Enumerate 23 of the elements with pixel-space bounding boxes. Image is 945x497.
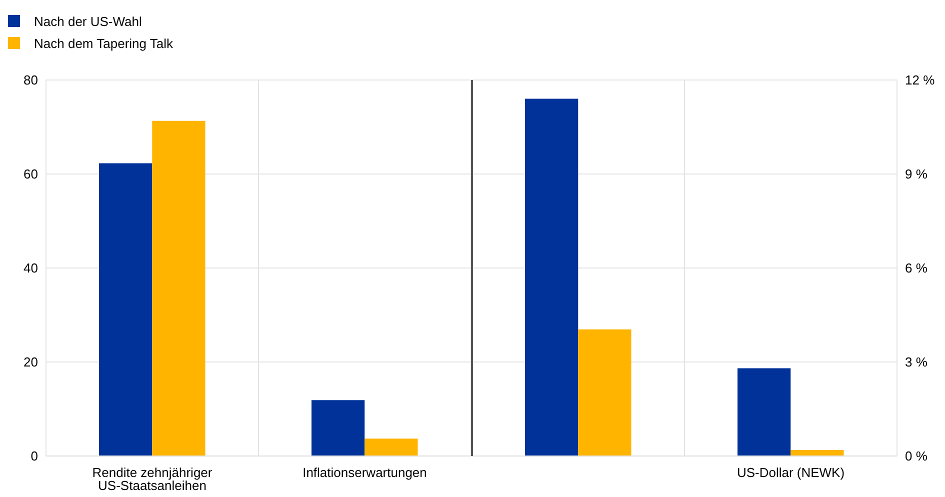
y-tick-label: 60	[24, 166, 38, 182]
y-tick-label: 40	[24, 260, 38, 276]
bar	[578, 329, 632, 456]
x-tick-label: Inflationserwartungen	[302, 465, 427, 480]
x-tick-label: US-Dollar (NEWK)	[736, 465, 845, 480]
x-tick-label: Rendite zehnjähriger US-Staatsanleihen	[92, 465, 213, 494]
legend-label: Nach dem Tapering Talk	[34, 36, 173, 50]
y-tick-label: 80	[24, 72, 38, 88]
y2-tick-label: 0 %	[905, 448, 928, 464]
y2-tick-label: 3 %	[905, 354, 928, 370]
bar	[312, 400, 365, 456]
bar	[99, 163, 152, 456]
bar	[364, 438, 418, 456]
legend-label: Nach der US-Wahl	[34, 14, 142, 28]
bar	[525, 98, 578, 456]
y2-tick-label: 12 %	[905, 72, 936, 88]
y-tick-label: 0	[30, 448, 38, 464]
y-tick-label: 20	[24, 354, 38, 370]
bar	[738, 368, 791, 456]
bar	[790, 450, 844, 456]
y2-tick-label: 9 %	[905, 166, 928, 182]
y2-tick-label: 6 %	[905, 260, 928, 276]
bar	[152, 120, 206, 456]
